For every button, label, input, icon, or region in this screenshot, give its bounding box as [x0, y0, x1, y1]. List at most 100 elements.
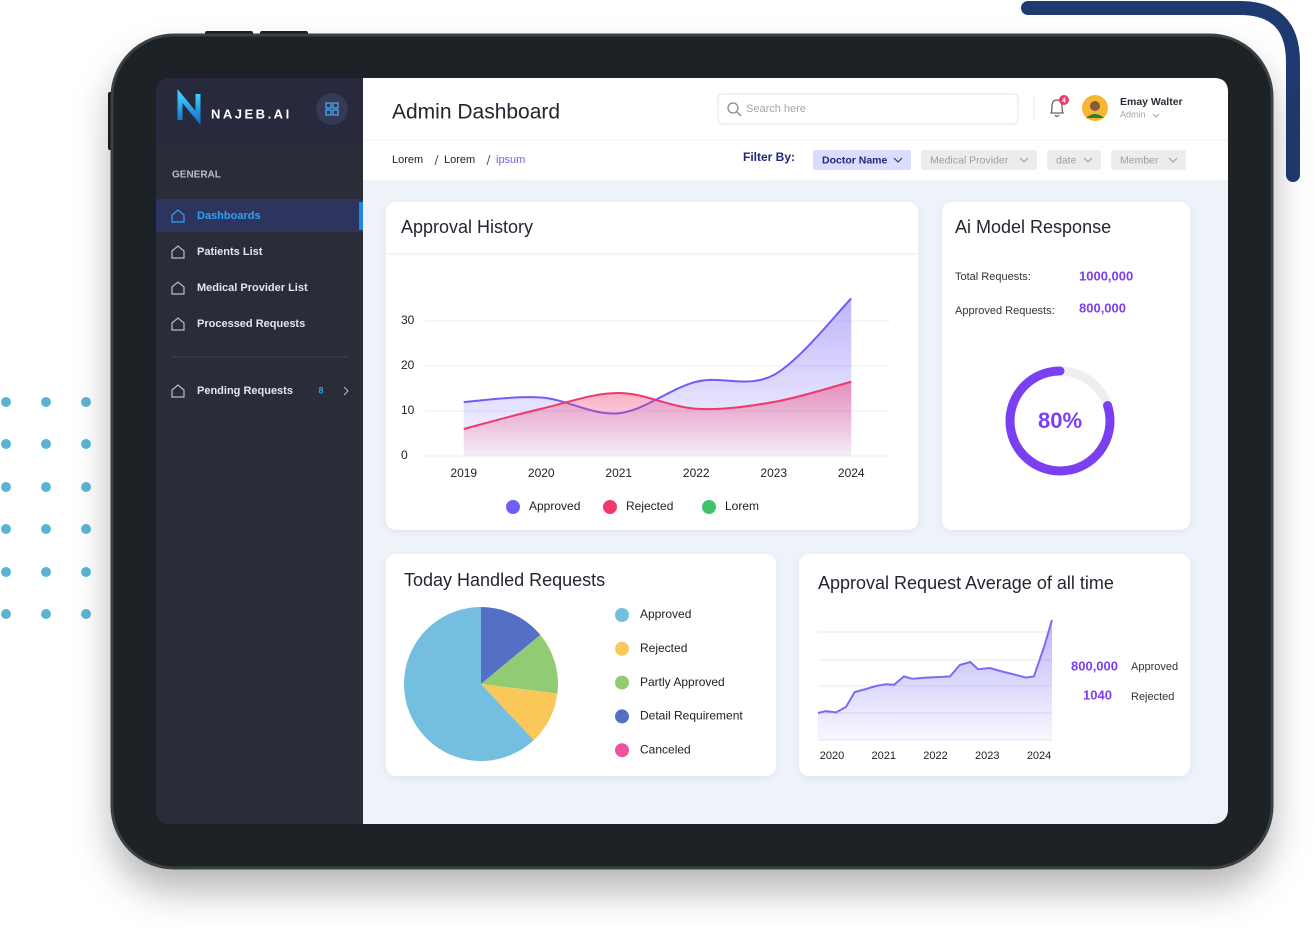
legend-swatch	[615, 709, 629, 724]
x-tick-label: 2024	[838, 466, 865, 480]
filter-chip[interactable]	[813, 150, 911, 170]
legend-swatch	[615, 641, 629, 656]
nav-icon	[171, 281, 185, 295]
user-chevron[interactable]	[1152, 113, 1160, 118]
stat-value: 1040	[1083, 687, 1112, 702]
legend-swatch	[615, 743, 629, 758]
filter-chevron	[1168, 157, 1178, 163]
gauge-arc	[1005, 366, 1115, 476]
notification-count: 4	[1062, 97, 1066, 104]
legend-label: Approved	[640, 607, 691, 621]
filter-label: Filter By:	[743, 150, 795, 164]
card-title: Ai Model Response	[955, 217, 1111, 237]
nav-item[interactable]: Patients List	[197, 246, 263, 258]
user-role: Admin	[1120, 109, 1146, 119]
area-fill	[818, 620, 1052, 740]
breadcrumb-sep	[434, 154, 439, 166]
gauge-label: 80%	[1038, 408, 1082, 433]
logo	[177, 88, 201, 126]
legend-label: Detail Requirement	[640, 709, 743, 723]
search-placeholder: Search here	[746, 103, 806, 115]
filter-chevron	[893, 157, 903, 163]
stat-label: Approved	[1131, 661, 1178, 673]
nav-item[interactable]: Processed Requests	[197, 318, 305, 330]
legend-swatch	[506, 500, 520, 514]
x-tick-label: 2024	[1027, 750, 1051, 762]
x-tick-label: 2020	[528, 466, 555, 480]
avatar-body	[1086, 114, 1104, 118]
pie-slice	[481, 684, 558, 741]
filter-chevron	[1019, 157, 1029, 163]
x-tick-label: 2021	[872, 750, 896, 762]
card-title: Today Handled Requests	[404, 570, 605, 590]
x-tick-label: 2020	[820, 750, 844, 762]
grid-icon	[325, 102, 339, 116]
legend-label: Canceled	[640, 742, 691, 756]
legend-label: Rejected	[626, 499, 673, 513]
filter-option: Medical Provider	[930, 154, 1009, 166]
nav-chevron	[343, 386, 349, 396]
x-tick-label: 2021	[605, 466, 632, 480]
pie-slice	[481, 607, 541, 684]
legend-label: Approved	[529, 499, 580, 513]
active-indicator	[359, 202, 363, 230]
nav-item[interactable]: Dashboards	[197, 210, 261, 222]
x-tick-label: 2022	[923, 750, 947, 762]
filter-chip[interactable]	[1111, 150, 1186, 170]
y-tick-label: 20	[401, 358, 415, 372]
search-box[interactable]	[717, 93, 1019, 125]
notification-badge	[1059, 95, 1069, 105]
legend-label: Lorem	[725, 499, 759, 513]
sidebar	[156, 78, 363, 824]
breadcrumb-item[interactable]: Lorem	[444, 154, 475, 166]
area-line	[817, 619, 1053, 714]
nav-item[interactable]: Medical Provider List	[197, 282, 308, 294]
nav-icon	[171, 209, 185, 223]
y-tick-label: 30	[401, 313, 415, 327]
page-title: Admin Dashboard	[392, 101, 560, 124]
bell-icon[interactable]	[1049, 99, 1065, 118]
breadcrumb-item[interactable]: Lorem	[392, 154, 423, 166]
decor-arc	[1021, 1, 1300, 182]
breadcrumb-item[interactable]: ipsum	[496, 154, 525, 166]
filter-option: date	[1056, 154, 1077, 166]
card-title: Approval Request Average of all time	[818, 573, 1114, 593]
user-name: Emay Walter	[1120, 96, 1183, 108]
filter-chip[interactable]	[921, 150, 1037, 170]
y-tick-label: 10	[401, 403, 415, 417]
search-icon	[727, 102, 739, 114]
nav-item[interactable]: Pending Requests	[197, 385, 293, 397]
filter-option: Member	[1120, 154, 1159, 166]
decor-dots	[1, 397, 91, 619]
x-tick-label: 2023	[760, 466, 787, 480]
card	[942, 202, 1190, 530]
legend-label: Rejected	[640, 641, 687, 655]
stat-label: Approved Requests:	[955, 305, 1055, 317]
stat-value: 800,000	[1079, 300, 1126, 315]
legend-swatch	[615, 608, 629, 622]
area-line	[463, 297, 852, 415]
area-line	[463, 380, 852, 430]
nav-icon	[171, 245, 185, 259]
legend-label: Partly Approved	[640, 675, 725, 689]
active-item-bg	[156, 199, 363, 232]
area-fill	[463, 381, 852, 456]
x-tick-label: 2023	[975, 750, 999, 762]
filter-chevron	[1083, 157, 1093, 163]
filter-chip[interactable]	[1047, 150, 1101, 170]
sidebar-section: GENERAL	[172, 170, 221, 181]
y-tick-label: 0	[401, 448, 408, 462]
x-tick-label: 2019	[450, 466, 477, 480]
nav-icon	[171, 384, 185, 398]
search-icon	[736, 111, 742, 117]
stat-label: Rejected	[1131, 691, 1174, 703]
legend-swatch	[603, 500, 617, 514]
pie-slice	[481, 634, 558, 694]
brand-name: NAJEB.AI	[211, 106, 292, 121]
stat-value: 800,000	[1071, 658, 1118, 673]
x-tick-label: 2022	[683, 466, 710, 480]
sidebar-brand-area	[156, 78, 363, 145]
menu-toggle[interactable]	[316, 93, 348, 125]
